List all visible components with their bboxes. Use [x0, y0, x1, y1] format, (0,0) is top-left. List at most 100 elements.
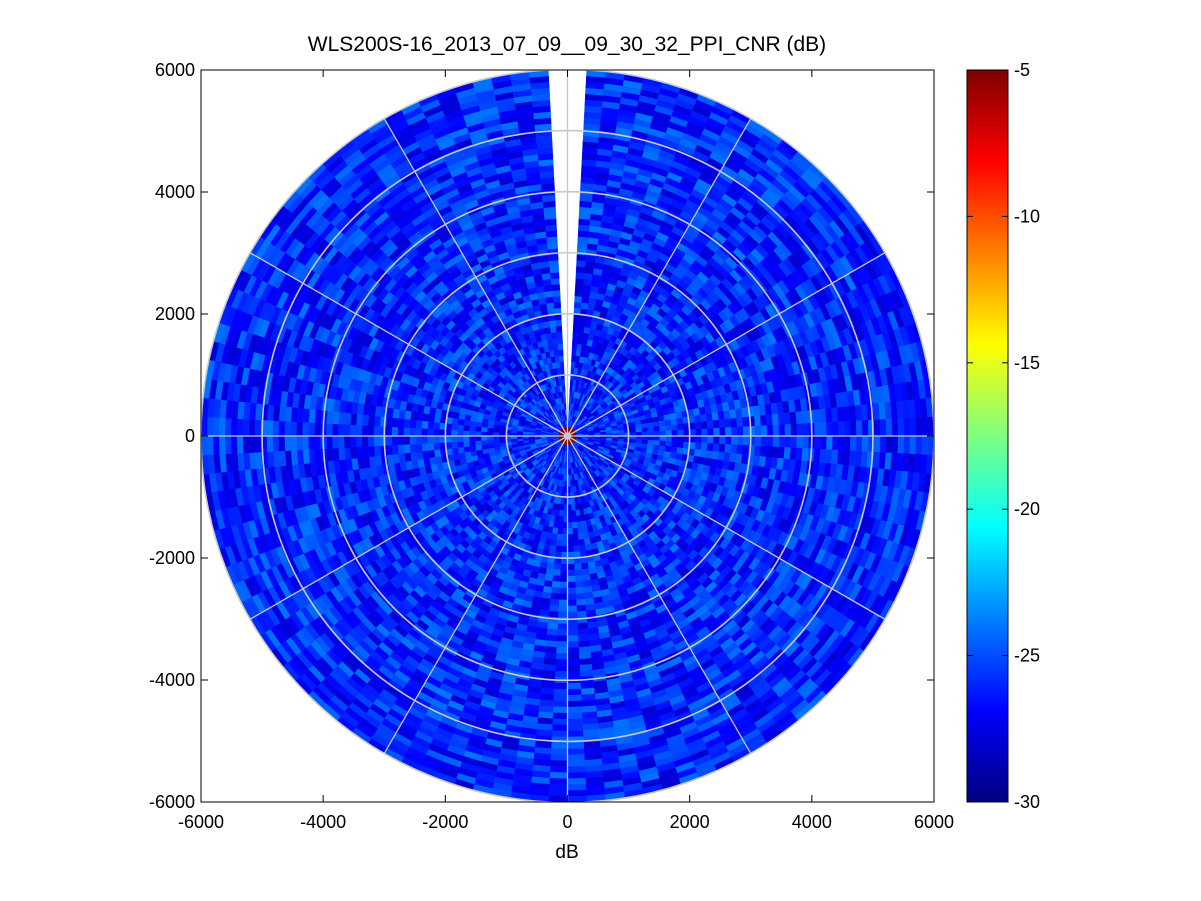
ppi-cell — [766, 424, 774, 437]
ppi-cell — [550, 331, 558, 339]
ppi-cell — [548, 254, 559, 262]
ppi-cell — [561, 384, 566, 392]
ppi-cell — [433, 414, 442, 423]
ppi-cell — [742, 435, 750, 446]
ppi-cell — [313, 435, 321, 450]
ppi-cell — [576, 527, 584, 535]
ppi-cell — [349, 424, 357, 437]
ppi-cell — [647, 426, 655, 433]
ppi-cell — [706, 420, 714, 429]
ppi-cell — [567, 629, 579, 636]
ppi-cell — [700, 421, 708, 430]
ppi-cell — [550, 592, 560, 601]
ppi-cell — [580, 182, 595, 191]
ppi-cell — [562, 390, 566, 398]
ppi-cell — [796, 435, 804, 449]
ppi-cell — [759, 445, 768, 458]
ppi-cell — [550, 271, 560, 280]
ppi-cell — [693, 449, 702, 458]
ppi-cell — [456, 424, 464, 431]
ppi-cell — [556, 533, 563, 541]
ppi-cell — [361, 435, 369, 448]
ppi-cell — [700, 442, 708, 451]
ppi-cell — [580, 302, 589, 310]
ppi-cell — [659, 430, 667, 437]
ppi-cell — [559, 581, 568, 589]
ppi-cell — [548, 604, 559, 612]
ppi-cell — [421, 428, 428, 437]
ppi-cell — [498, 439, 506, 444]
ppi-cell — [561, 534, 568, 541]
ppi-cell — [480, 435, 488, 441]
ppi-cell — [567, 557, 575, 565]
ppi-cell — [558, 605, 568, 613]
ppi-cell — [567, 688, 582, 696]
ppi-cell — [571, 521, 578, 529]
ppi-cell — [671, 429, 679, 437]
ppi-cell — [553, 301, 562, 309]
ppi-cell — [555, 539, 563, 547]
ppi-cell — [355, 435, 363, 448]
ppi-cell — [561, 546, 568, 553]
ppi-cell — [573, 319, 580, 327]
ppi-cell — [438, 429, 446, 437]
ppi-cell — [474, 426, 482, 432]
ppi-cell — [349, 446, 358, 459]
ppi-cell — [433, 421, 441, 430]
ppi-cell — [671, 424, 679, 431]
ppi-cell — [575, 277, 585, 285]
ppi-cell — [575, 509, 581, 517]
ppi-cell — [555, 653, 568, 660]
ppi-cell — [338, 447, 346, 461]
ppi-cell — [772, 435, 780, 448]
ppi-cell — [571, 343, 578, 351]
ppi-cell — [567, 605, 577, 613]
ppi-cell — [567, 664, 581, 672]
ppi-cell — [421, 443, 429, 452]
ppi-cell — [456, 435, 464, 443]
ppi-cell — [373, 445, 381, 457]
ppi-cell — [658, 420, 666, 427]
ppi-cell — [474, 435, 482, 442]
ppi-cell — [724, 444, 732, 454]
ppi-cell — [577, 533, 585, 541]
ppi-cell — [314, 448, 322, 463]
ppi-cell — [771, 413, 780, 426]
ppi-cell — [433, 442, 441, 451]
ppi-cell — [759, 414, 768, 427]
ppi-cell — [457, 446, 465, 454]
ppi-cell — [543, 206, 557, 214]
ppi-cell — [468, 440, 476, 447]
ppi-cell — [578, 320, 586, 328]
ppi-cell — [731, 426, 738, 437]
ppi-cell — [558, 349, 564, 357]
ppi-cell — [567, 599, 577, 607]
ppi-cell — [765, 446, 774, 458]
ppi-cell — [558, 587, 568, 595]
ppi-cell — [578, 544, 586, 552]
ppi-cell — [573, 545, 580, 553]
ppi-cell — [575, 271, 585, 280]
ppi-cell — [577, 230, 590, 238]
ppi-cell — [754, 425, 762, 437]
ppi-cell — [718, 443, 726, 453]
ppi-cell — [778, 435, 786, 448]
ppi-cell — [373, 435, 381, 447]
ppi-cell — [754, 445, 762, 457]
ppi-cell — [553, 682, 568, 690]
ppi-cell — [397, 444, 405, 455]
ppi-cell — [562, 528, 568, 535]
ppi-cell — [724, 418, 732, 428]
ppi-cell — [725, 427, 732, 437]
ppi-cell — [576, 604, 587, 612]
ppi-cell — [713, 435, 720, 445]
ppi-cell — [427, 413, 436, 423]
ppi-cell — [554, 664, 568, 672]
ppi-cell — [576, 610, 587, 618]
ppi-cell — [555, 545, 562, 553]
ppi-cell — [665, 430, 673, 437]
ppi-cell — [451, 423, 458, 431]
ppi-cell — [427, 449, 436, 459]
ppi-cell — [653, 426, 661, 432]
ppi-cell — [813, 448, 821, 463]
